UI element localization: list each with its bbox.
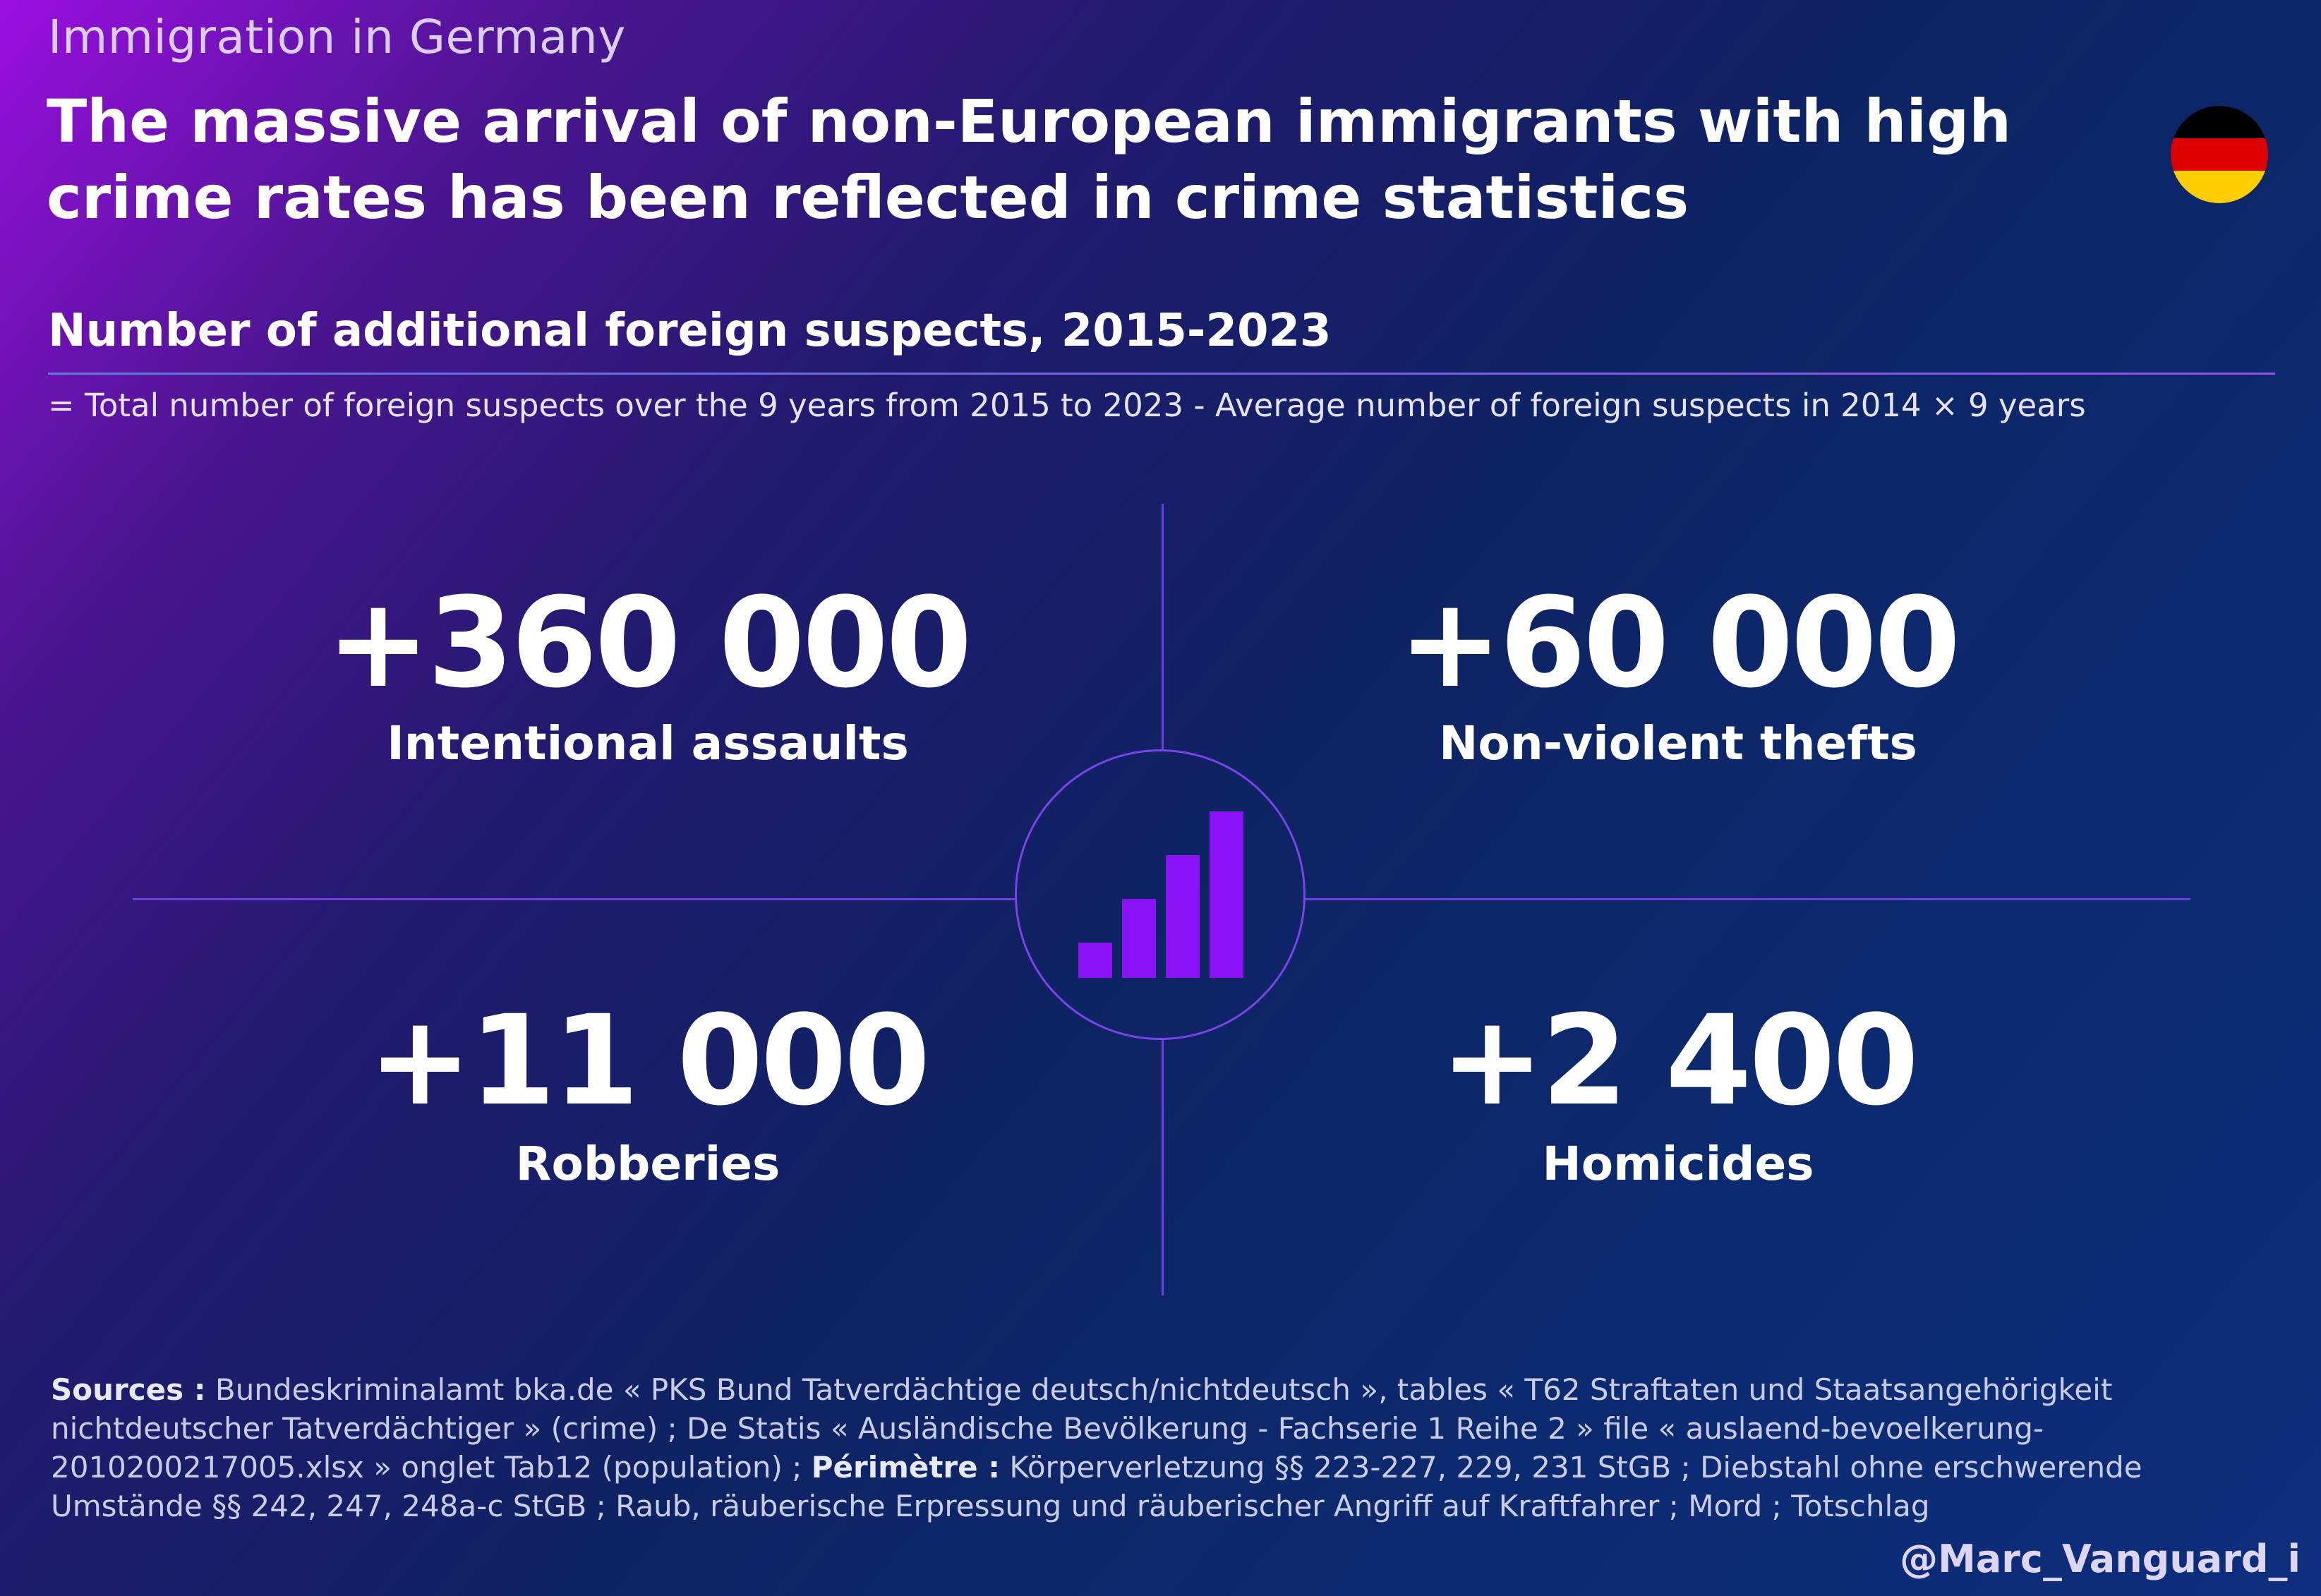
stat-label-homicides: Homicides — [1542, 1137, 1814, 1191]
divider-horizontal-right — [1306, 898, 2190, 900]
sources-text: Bundeskriminalamt bka.de « PKS Bund Tatv… — [51, 1372, 2113, 1485]
formula-note: = Total number of foreign suspects over … — [48, 387, 2086, 424]
author-handle-text: @Marc_Vanguard_i — [1900, 1537, 2301, 1581]
bar-chart-icon — [1078, 811, 1245, 978]
flag-stripe-black — [2171, 106, 2268, 138]
stat-value-thefts: +60 000 — [1398, 571, 1960, 715]
stat-label-assaults: Intentional assaults — [387, 716, 909, 770]
flag-stripe-red — [2171, 138, 2268, 171]
perimeter-label: Périmètre : — [811, 1450, 1001, 1485]
perimeter-text: Körperverletzung §§ 223-227, 229, 231 St… — [51, 1450, 2142, 1523]
sources-label: Sources : — [51, 1372, 206, 1407]
headline: The massive arrival of non-European immi… — [47, 87, 2012, 232]
stat-value-homicides: +2 400 — [1440, 989, 1919, 1133]
author-handle: @Marc_Vanguard_i — [1694, 1537, 2301, 1581]
bar-chart-bar-3 — [1166, 855, 1200, 978]
bar-chart-bar-4 — [1210, 811, 1243, 978]
stat-label-robberies: Robberies — [515, 1137, 780, 1191]
bar-chart-bar-1 — [1078, 943, 1112, 978]
divider-vertical-top — [1162, 504, 1164, 749]
bar-chart-bar-2 — [1122, 899, 1156, 978]
stat-label-thefts: Non-violent thefts — [1439, 716, 1917, 770]
sources-note: Sources : Bundeskriminalamt bka.de « PKS… — [51, 1370, 2260, 1525]
stat-value-assaults: +360 000 — [326, 571, 972, 715]
germany-flag-icon — [2171, 106, 2268, 203]
section-title: Number of additional foreign suspects, 2… — [48, 305, 1332, 357]
flag-stripe-gold — [2171, 171, 2268, 203]
center-circle — [1015, 749, 1306, 1040]
section-divider — [48, 373, 2275, 375]
kicker-title: Immigration in Germany — [48, 10, 626, 64]
stat-value-robberies: +11 000 — [368, 989, 930, 1133]
divider-vertical-bottom — [1162, 1040, 1164, 1295]
divider-horizontal-left — [133, 898, 1015, 900]
